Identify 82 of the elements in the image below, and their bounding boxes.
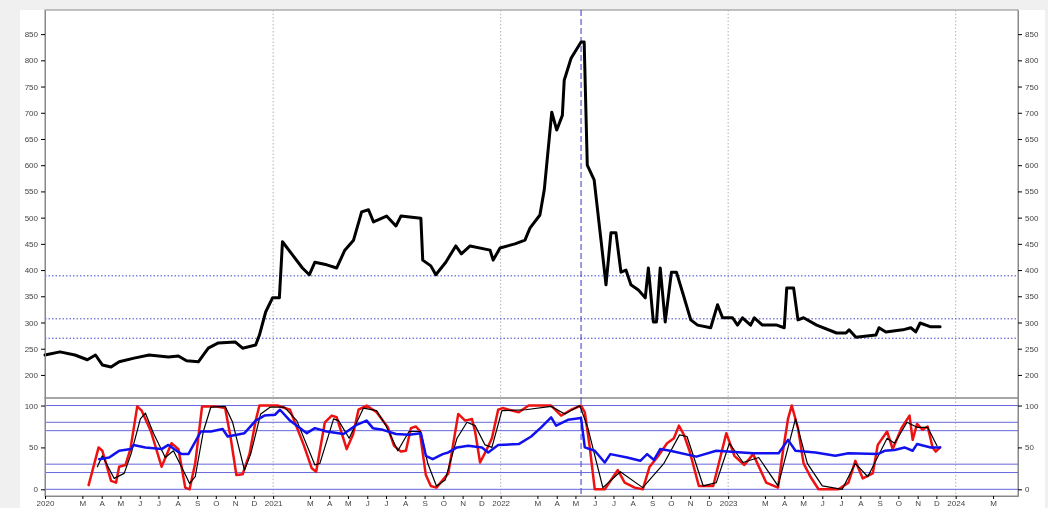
y-tick-label: 0 [33,485,39,495]
x-tick-label: D [478,498,485,508]
x-tick-label: M [534,498,542,508]
x-tick-label: 2022 [492,498,511,508]
y2-tick-label: 850 [1025,30,1039,40]
y-tick-label: 400 [24,266,39,276]
y2-tick-label: 700 [1025,108,1039,118]
x-tick-label: J [611,498,616,508]
y2-tick-label: 400 [1025,266,1039,276]
y-tick-label: 250 [24,344,39,354]
x-tick-label: S [422,498,428,508]
x-tick-label: 2021 [264,498,284,508]
y-tick-label: 350 [24,292,39,302]
x-tick-label: J [138,498,143,508]
x-tick-label: 2020 [36,498,55,508]
x-tick-label: M [117,498,125,508]
x-tick-label: O [213,498,220,508]
y-tick-label: 300 [24,318,39,328]
x-tick-label: N [232,498,239,508]
y2-tick-label: 200 [1025,370,1039,380]
x-tick-label: D [706,498,713,508]
x-tick-label: D [251,498,258,508]
x-tick-label: A [630,498,637,508]
y-tick-label: 700 [24,108,39,118]
y-tick-label: 650 [24,135,39,145]
x-tick-label: O [668,498,675,508]
y2-tick-label: 800 [1025,56,1039,66]
y2-tick-label: 0 [1025,485,1030,495]
y2-tick-label: 250 [1025,344,1039,354]
x-tick-label: M [345,498,353,508]
y2-tick-label: 550 [1025,187,1039,197]
x-tick-label: A [782,498,789,508]
y-tick-label: 750 [24,82,39,92]
x-tick-label: A [858,498,865,508]
x-tick-label: A [403,498,410,508]
y2-tick-label: 350 [1025,292,1039,302]
x-tick-label: M [79,498,87,508]
x-tick-label: J [820,498,825,508]
line-series [97,408,942,464]
x-tick-label: M [762,498,770,508]
x-tick-label: S [877,498,883,508]
x-tick-label: A [327,498,334,508]
x-tick-label: J [365,498,370,508]
x-tick-label: N [915,498,922,508]
y-tick-label: 450 [24,239,39,249]
y-tick-label: 500 [24,213,39,223]
x-tick-label: J [593,498,598,508]
y-tick-label: 200 [24,370,39,380]
y-tick-label: 850 [24,30,39,40]
x-tick-label: M [572,498,580,508]
y-tick-label: 800 [24,56,39,66]
y2-tick-label: 50 [1025,443,1035,453]
x-tick-label: S [194,498,201,508]
line-series [43,40,942,369]
y2-tick-label: 600 [1025,161,1039,171]
y2-tick-label: 750 [1025,82,1039,92]
x-tick-label: D [933,498,940,508]
y-tick-label: 100 [24,401,39,411]
x-tick-label: J [384,498,389,508]
x-tick-label: S [649,498,656,508]
y-tick-label: 550 [24,187,39,197]
x-tick-label: O [440,498,447,508]
x-tick-label: N [687,498,694,508]
x-tick-label: A [175,498,182,508]
y-tick-label: 600 [24,161,39,171]
x-tick-label: 2023 [719,498,739,508]
y2-tick-label: 300 [1025,318,1039,328]
y-tick-label: 50 [29,443,39,453]
x-tick-label: M [307,498,315,508]
x-tick-label: O [895,498,902,508]
x-tick-label: J [156,498,161,508]
x-tick-label: A [554,498,561,508]
x-tick-label: N [460,498,467,508]
y2-tick-label: 650 [1025,135,1039,145]
x-tick-label: M [990,498,998,508]
x-tick-label: M [800,498,808,508]
x-tick-label: A [99,498,106,508]
x-tick-label: J [839,498,844,508]
y2-tick-label: 450 [1025,239,1039,249]
x-tick-label: 2024 [947,498,966,508]
y2-tick-label: 500 [1025,213,1039,223]
y2-tick-label: 100 [1025,401,1039,411]
